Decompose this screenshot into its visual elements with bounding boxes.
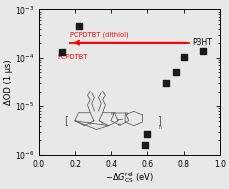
Point (76, 25, 80, 28)
Point (181, 55, 185, 58)
Text: P3HT: P3HT (191, 38, 211, 47)
Text: PCPDTBT (dithiol): PCPDTBT (dithiol) (70, 31, 128, 38)
Text: PCPDTBT: PCPDTBT (57, 54, 88, 60)
Y-axis label: ΔOD (1 μs): ΔOD (1 μs) (4, 59, 13, 105)
Point (200, 50, 204, 53)
Point (174, 71, 177, 74)
Point (163, 82, 167, 85)
Point (144, 132, 148, 135)
Point (60, 51, 64, 54)
Point (142, 144, 146, 147)
X-axis label: $-\Delta G_{\rm CS}^{\rm rel}$ (eV): $-\Delta G_{\rm CS}^{\rm rel}$ (eV) (104, 170, 153, 185)
